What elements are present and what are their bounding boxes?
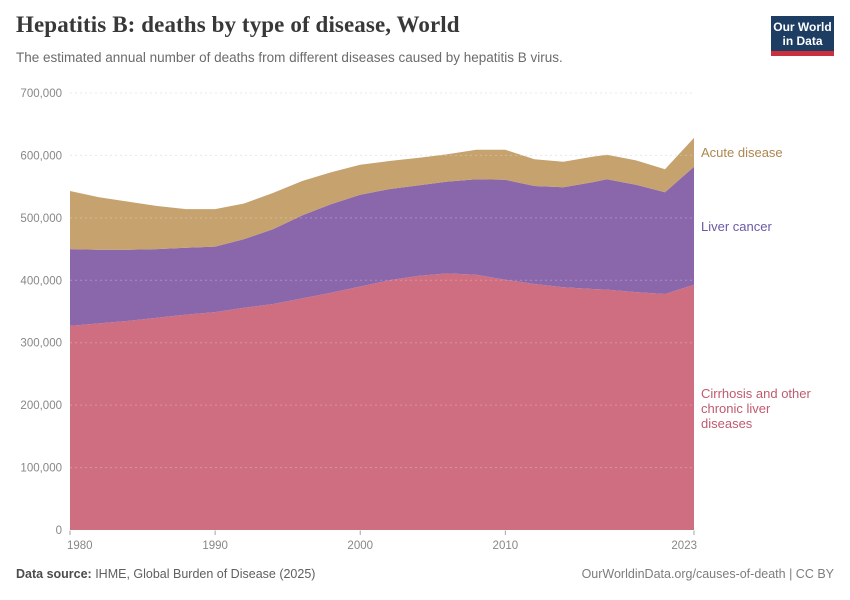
y-axis-tick-label: 300,000 bbox=[20, 338, 62, 350]
y-axis-tick-label: 100,000 bbox=[20, 463, 62, 475]
legend-label-cirrhosis[interactable]: Cirrhosis and other chronic liver diseas… bbox=[701, 386, 811, 431]
owid-logo-text: Our World in Data bbox=[771, 16, 834, 51]
owid-logo-red-bar bbox=[771, 51, 834, 56]
x-axis-tick-label: 2010 bbox=[493, 540, 519, 552]
area-liver-cancer[interactable] bbox=[70, 166, 694, 326]
legend-label-acute-disease[interactable]: Acute disease bbox=[701, 145, 783, 160]
chart-footer: Data source: IHME, Global Burden of Dise… bbox=[16, 567, 834, 587]
chart-title: Hepatitis B: deaths by type of disease, … bbox=[16, 12, 460, 37]
chart-subtitle: The estimated annual number of deaths fr… bbox=[16, 50, 563, 65]
license-link[interactable]: OurWorldinData.org/causes-of-death | CC … bbox=[581, 567, 834, 581]
y-axis-tick-label: 400,000 bbox=[20, 275, 62, 287]
area-acute-disease[interactable] bbox=[70, 137, 694, 250]
data-source-label: Data source: bbox=[16, 567, 92, 581]
data-source-value: IHME, Global Burden of Disease (2025) bbox=[91, 567, 316, 581]
y-axis-tick-label: 200,000 bbox=[20, 400, 62, 412]
y-axis-tick-label: 700,000 bbox=[20, 88, 62, 100]
x-axis-tick-label: 2023 bbox=[671, 540, 697, 552]
y-axis-tick-label: 0 bbox=[56, 525, 62, 537]
legend-label-liver-cancer[interactable]: Liver cancer bbox=[701, 219, 772, 234]
owid-logo[interactable]: Our World in Data bbox=[771, 16, 834, 56]
x-axis-tick-label: 1990 bbox=[202, 540, 228, 552]
area-cirrhosis-and[interactable] bbox=[70, 273, 694, 530]
stacked-area-chart[interactable]: 0 100,000 200,000 300,000 400,000 500,000 600,… bbox=[0, 80, 850, 560]
y-axis-tick-label: 600,000 bbox=[20, 150, 62, 162]
y-axis-tick-label: 500,000 bbox=[20, 213, 62, 225]
x-axis-tick-label: 1980 bbox=[67, 540, 93, 552]
x-axis-tick-label: 2000 bbox=[347, 540, 373, 552]
data-source: Data source: IHME, Global Burden of Dise… bbox=[16, 567, 315, 581]
